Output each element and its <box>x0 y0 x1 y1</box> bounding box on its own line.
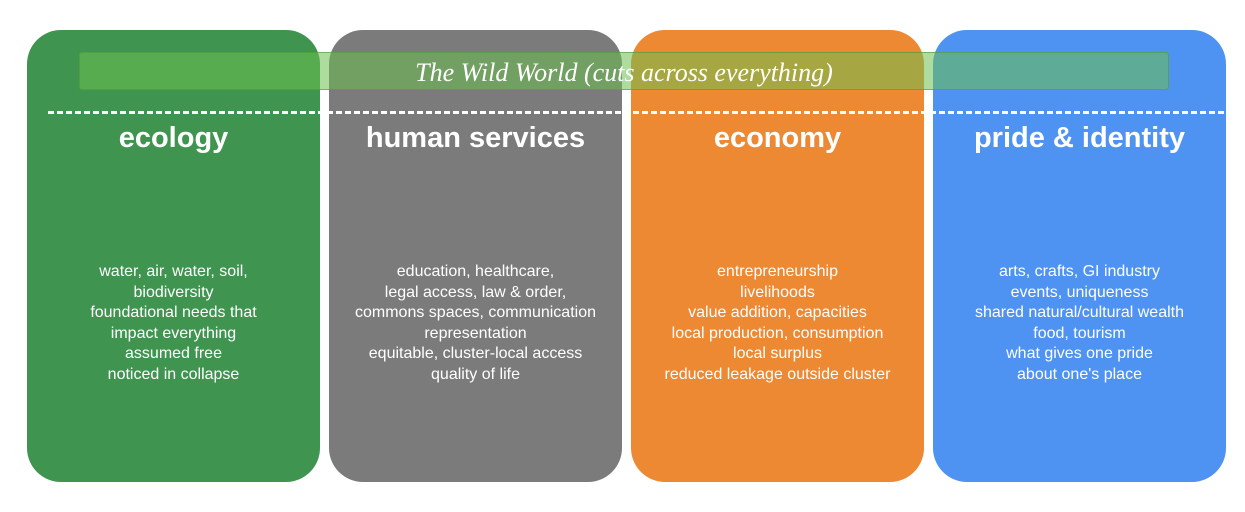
wild-world-banner: The Wild World (cuts across everything) <box>79 52 1169 90</box>
pillar-line: legal access, law & order, <box>384 283 567 301</box>
pillar-pride-identity: pride & identity arts, crafts, GI indust… <box>933 30 1226 482</box>
pillar-line: value addition, capacities <box>688 304 867 321</box>
pillar-line: shared natural/cultural wealth <box>974 304 1184 321</box>
pillar-title: economy <box>713 122 842 154</box>
pillar-title: ecology <box>118 122 229 154</box>
dashed-divider <box>48 111 1224 114</box>
pillar-line: local surplus <box>733 345 822 362</box>
pillar-title: human services <box>365 122 586 154</box>
pillar-line: about one's place <box>1017 365 1142 383</box>
pillar-description: entrepreneurship livelihoods value addit… <box>631 262 924 385</box>
pillar-line: representation <box>424 324 527 342</box>
pillar-line: food, tourism <box>1033 324 1126 342</box>
pillar-line: commons spaces, communication <box>355 304 596 321</box>
pillar-economy: economy entrepreneurship livelihoods val… <box>631 30 924 482</box>
pillar-line: biodiversity <box>133 283 214 301</box>
pillar-line: arts, crafts, GI industry <box>999 263 1160 280</box>
pillar-line: impact everything <box>110 324 237 342</box>
pillar-line: foundational needs that <box>90 304 257 321</box>
pillar-line: assumed free <box>125 345 222 362</box>
pillar-ecology: ecology water, air, water, soil, biodive… <box>27 30 320 482</box>
pillar-line: reduced leakage outside cluster <box>664 365 891 383</box>
pillar-line: noticed in collapse <box>107 365 240 383</box>
pillar-description: arts, crafts, GI industry events, unique… <box>933 262 1226 385</box>
pillar-description: water, air, water, soil, biodiversity fo… <box>27 262 320 385</box>
pillar-line: what gives one pride <box>1006 345 1153 362</box>
pillar-line: water, air, water, soil, <box>99 263 248 280</box>
pillar-line: local production, consumption <box>671 324 884 342</box>
pillar-line: entrepreneurship <box>717 263 838 280</box>
pillar-human-services: human services education, healthcare, le… <box>329 30 622 482</box>
pillar-line: quality of life <box>431 365 520 383</box>
pillar-line: equitable, cluster-local access <box>368 345 583 362</box>
pillar-line: events, uniqueness <box>1010 283 1149 301</box>
pillar-line: livelihoods <box>740 283 815 301</box>
pillar-line: education, healthcare, <box>396 263 555 280</box>
wild-world-banner-text: The Wild World (cuts across everything) <box>415 58 833 87</box>
pillar-description: education, healthcare, legal access, law… <box>329 262 622 385</box>
pillar-title: pride & identity <box>973 122 1186 154</box>
